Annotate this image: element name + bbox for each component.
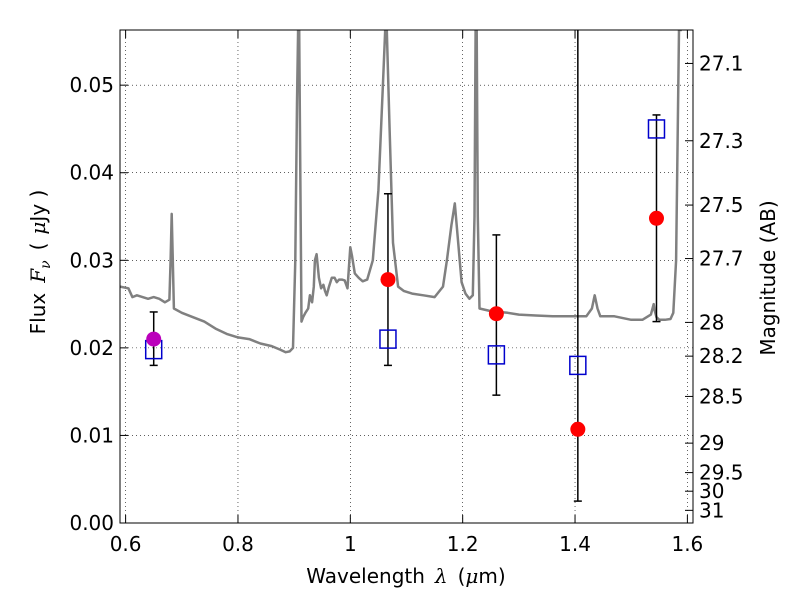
magnitude-tick-label: 28	[699, 310, 724, 334]
y-axis-unit-rest: Jy )	[26, 190, 50, 224]
observed-data-point	[146, 331, 162, 347]
magnitude-axis-label: Magnitude (AB)	[756, 200, 780, 355]
magnitude-tick-label: 27.3	[699, 129, 744, 153]
x-tick-label: 0.8	[222, 532, 254, 556]
observed-data-point	[488, 306, 504, 322]
magnitude-tick-label: 27.1	[699, 51, 744, 75]
magnitude-tick-label: 28.2	[699, 344, 744, 368]
x-axis-label-text: Wavelength	[306, 564, 425, 588]
x-tick-label: 1.4	[559, 532, 591, 556]
magnitude-tick-label: 29	[699, 431, 724, 455]
y-axis-unit-open: (	[26, 243, 50, 251]
model-photometry-square	[379, 329, 397, 349]
x-axis-label-symbol: λ	[434, 564, 448, 588]
y-tick-label: 0.03	[69, 248, 114, 272]
plot-area	[120, 30, 693, 523]
observed-data-point	[648, 210, 664, 226]
x-axis-label: Wavelength λ (μm)	[306, 564, 505, 588]
y-axis-label-subscript: ν	[38, 260, 54, 269]
model-spectrum-layer	[120, 30, 682, 354]
observed-data-point	[570, 421, 586, 437]
markers-layer	[144, 119, 666, 437]
magnitude-tick-label: 28.5	[699, 384, 744, 408]
x-axis-unit-open: (	[458, 564, 466, 588]
observed-data-point	[380, 272, 396, 288]
magnitude-tick-label: 27.5	[699, 193, 744, 217]
y-axis-unit-mu: μ	[26, 222, 50, 235]
y-tick-label: 0.04	[69, 161, 114, 185]
model-spectrum-line	[120, 30, 682, 354]
model-photometry-square	[647, 119, 666, 139]
axis-ticks: 0.6 0.8 1 1.2 1.4 1.6 0.00 0.01 0.02 0.03 0.04 0.05…	[69, 30, 744, 556]
y-tick-label: 0.02	[69, 336, 114, 360]
x-tick-label: 1.6	[671, 532, 703, 556]
x-axis-unit-mu: μ	[465, 564, 478, 588]
x-tick-label: 1.2	[447, 532, 479, 556]
x-axis-unit-rest: m)	[478, 564, 505, 588]
y-tick-label: 0.01	[69, 423, 114, 447]
magnitude-tick-label: 30	[699, 479, 724, 503]
magnitude-tick-label: 27.7	[699, 247, 744, 271]
y-tick-label: 0.05	[69, 73, 114, 97]
y-axis-label: Flux Fν ( μJy )	[26, 190, 54, 335]
y-axis-label-text: Flux	[26, 293, 50, 335]
x-tick-label: 1	[344, 532, 357, 556]
y-tick-label: 0.00	[69, 511, 114, 535]
model-photometry-square	[569, 355, 587, 376]
model-photometry-square	[487, 345, 506, 365]
magnitude-tick-label: 31	[699, 498, 724, 522]
x-tick-label: 0.6	[110, 532, 142, 556]
plot-frame	[119, 29, 694, 524]
y-axis-label-symbol: F	[26, 268, 50, 284]
magnitude-tick-label: 29.5	[699, 461, 744, 485]
